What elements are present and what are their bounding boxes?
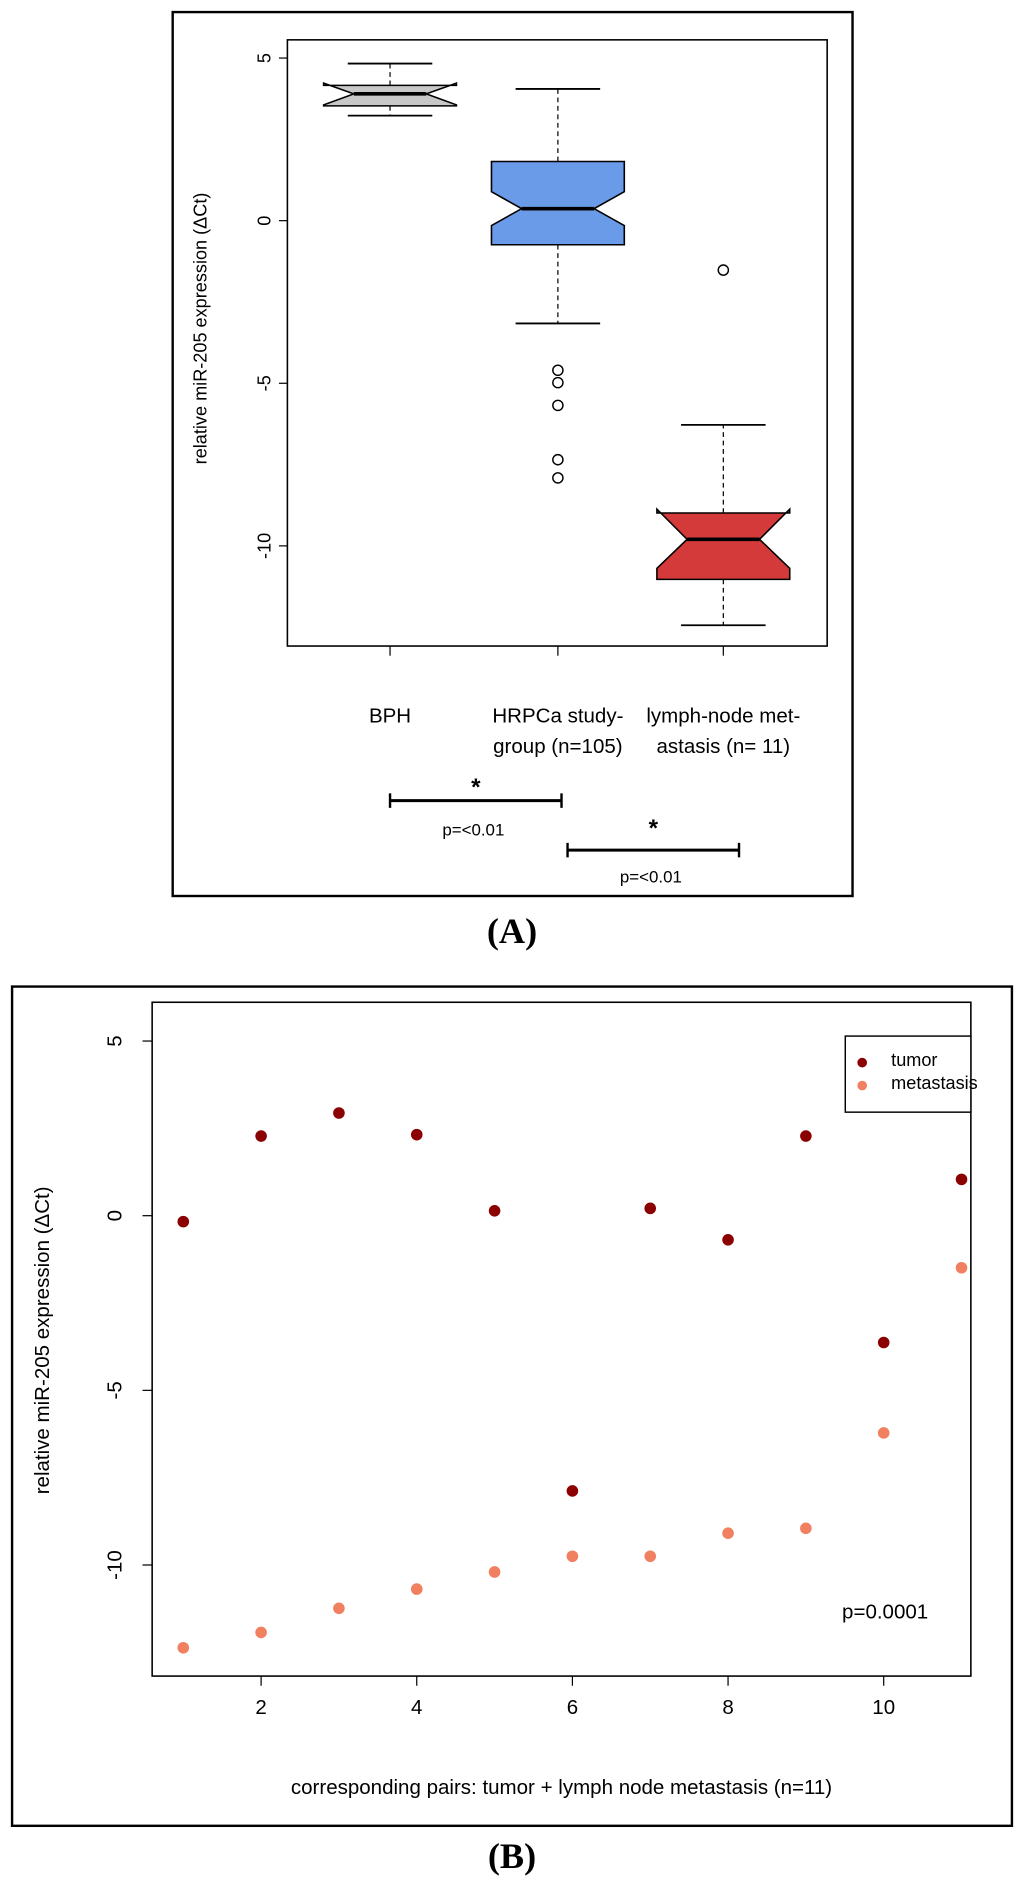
annotation: p=0.0001 xyxy=(842,1601,928,1624)
x-tick-label: HRPCa study- xyxy=(492,705,623,728)
point xyxy=(800,1522,812,1535)
y-tick-label: -5 xyxy=(103,1381,126,1399)
point xyxy=(177,1215,190,1228)
legend xyxy=(844,1035,972,1113)
x-tick-label: group (n=105) xyxy=(493,735,622,758)
x-tick-label: 2 xyxy=(255,1696,266,1719)
y-tick-label: -10 xyxy=(103,1550,126,1580)
significance: * xyxy=(649,815,659,842)
point xyxy=(644,1202,657,1215)
point xyxy=(566,1485,579,1497)
p-value: p=<0.01 xyxy=(442,820,504,839)
x-tick-label: 8 xyxy=(722,1696,733,1719)
point xyxy=(877,1336,890,1349)
outlier xyxy=(552,376,564,389)
x-tick-label: lymph-node met- xyxy=(646,705,800,728)
x-tick-label: 4 xyxy=(411,1696,422,1719)
point xyxy=(722,1527,734,1540)
point xyxy=(955,1261,968,1274)
outlier xyxy=(552,453,564,466)
x-tick-label: astasis (n= 11) xyxy=(657,735,791,758)
box xyxy=(656,507,791,581)
panel-frame xyxy=(10,985,1014,1828)
significance: * xyxy=(471,774,481,801)
x-tick-label: BPH xyxy=(369,705,411,728)
y-tick-label: 0 xyxy=(103,1210,126,1221)
panel-label: (B) xyxy=(488,1836,536,1876)
panel-label: (A) xyxy=(487,911,537,951)
point xyxy=(644,1550,657,1563)
point xyxy=(410,1583,423,1595)
p-value: p=<0.01 xyxy=(620,867,682,886)
plot-frame xyxy=(151,1001,972,1677)
point xyxy=(333,1602,345,1615)
outlier xyxy=(552,364,564,377)
y-tick-label: 5 xyxy=(254,53,274,63)
outlier xyxy=(552,399,564,412)
point xyxy=(177,1641,190,1654)
x-tick-label: 10 xyxy=(872,1696,895,1719)
point xyxy=(255,1130,267,1142)
y-axis-label: relative miR-205 expression (ΔCt) xyxy=(31,1186,54,1494)
point xyxy=(955,1173,968,1186)
y-tick-label: 0 xyxy=(254,216,274,226)
outlier xyxy=(552,472,564,484)
point xyxy=(800,1130,812,1142)
point xyxy=(722,1233,734,1246)
x-axis-label: corresponding pairs: tumor + lymph node … xyxy=(291,1776,832,1799)
x-tick-label: 6 xyxy=(567,1696,578,1719)
point xyxy=(410,1128,423,1141)
point xyxy=(255,1626,267,1639)
point xyxy=(488,1205,501,1217)
y-tick-label: -5 xyxy=(254,375,274,391)
legend-label: metastasis xyxy=(891,1073,978,1093)
point xyxy=(333,1107,345,1119)
point xyxy=(488,1566,501,1578)
y-tick-label: 5 xyxy=(103,1035,126,1046)
y-axis-label: relative miR-205 expression (ΔCt) xyxy=(190,193,210,465)
panel-frame xyxy=(171,10,854,898)
outlier xyxy=(717,264,730,276)
legend-label: tumor xyxy=(891,1050,937,1070)
point xyxy=(877,1427,890,1439)
box xyxy=(490,160,626,246)
y-tick-label: -10 xyxy=(254,533,274,559)
point xyxy=(566,1550,579,1563)
legend-marker xyxy=(857,1057,868,1068)
legend-marker xyxy=(857,1080,868,1091)
